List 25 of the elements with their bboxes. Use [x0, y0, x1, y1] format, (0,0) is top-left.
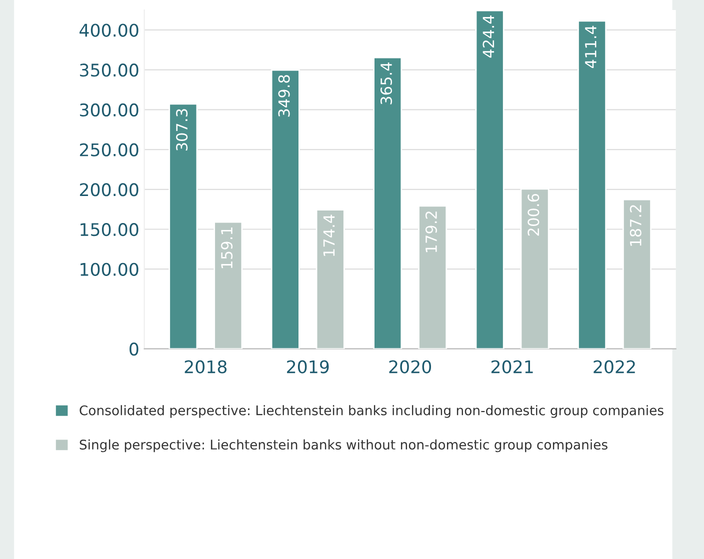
data-label: 179.2	[425, 212, 437, 252]
data-label: 365.4	[380, 62, 392, 104]
x-tick-label: 2022	[594, 360, 635, 374]
x-tick-label: 2020	[389, 360, 432, 374]
legend-label: Consolidated perspective: Liechtenstein banks including non-domestic group companies	[80, 405, 664, 418]
data-label: 159.1	[221, 227, 233, 268]
data-label: 187.2	[630, 205, 642, 246]
data-label: 307.3	[176, 109, 188, 151]
y-tick-label: 400.00	[80, 24, 138, 37]
x-tick-label: 2019	[287, 360, 329, 374]
y-tick-label: 100.00	[80, 262, 138, 276]
y-tick-label: 350.00	[80, 64, 138, 77]
y-tick-label: 150.00	[80, 222, 138, 236]
legend-label: Single perspective: Liechtenstein banks without non-domestic group companies	[80, 439, 608, 452]
y-tick-label: 200.00	[80, 183, 138, 196]
x-tick-label: 2021	[491, 360, 533, 374]
y-tick-label: 300.00	[80, 103, 138, 117]
x-tick-label: 2018	[184, 360, 227, 374]
data-label: 200.6	[528, 194, 540, 236]
data-label: 349.8	[278, 75, 290, 117]
data-label: 424.4	[482, 15, 494, 58]
data-label: 174.4	[323, 214, 335, 256]
y-tick-label: 0	[130, 342, 138, 356]
data-label: 411.4	[585, 26, 596, 68]
y-tick-label: 250.00	[80, 143, 138, 156]
